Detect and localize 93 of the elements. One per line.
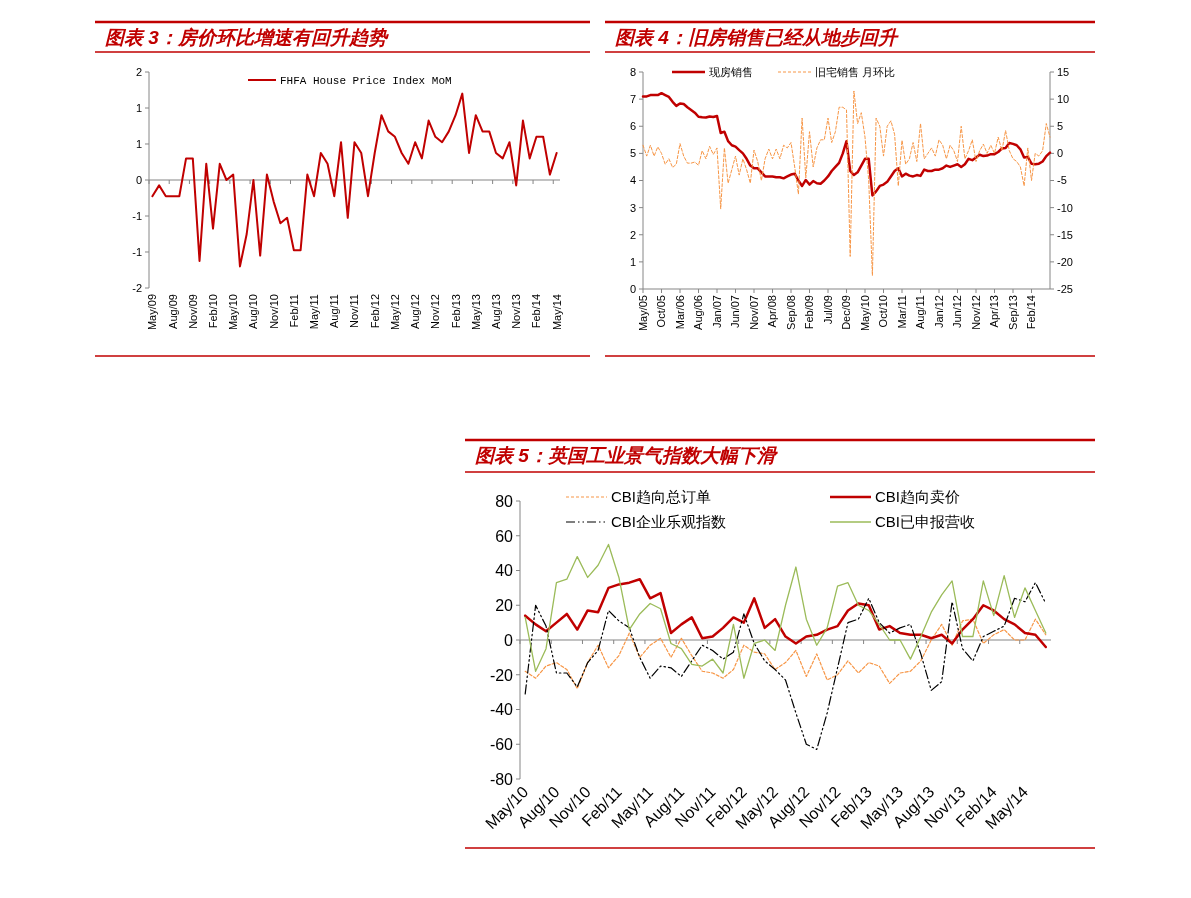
x-tick-label: Nov/09 xyxy=(186,294,199,329)
y-tick-label: 0 xyxy=(135,173,142,186)
y-tick-label: 2 xyxy=(629,228,636,241)
y-tick-label: 4 xyxy=(629,174,636,187)
x-tick-label: Feb/11 xyxy=(287,294,300,328)
y-tick-label: 7 xyxy=(629,93,636,106)
x-tick-label: May/05 xyxy=(636,295,649,332)
x-tick-label: Nov/13 xyxy=(510,294,523,329)
line-series xyxy=(524,543,1047,679)
y-tick-label: 2 xyxy=(135,65,142,78)
y-tick-label: 0 xyxy=(504,631,514,649)
x-tick-label: Oct/10 xyxy=(877,295,890,328)
x-tick-label: Feb/12 xyxy=(368,294,381,329)
x-tick-label: Dec/09 xyxy=(840,295,853,330)
y-tick-label: 1 xyxy=(135,137,142,150)
legend-label: CBI趋向总订单 xyxy=(611,488,712,506)
legend-label: 旧宅销售 月环比 xyxy=(815,65,896,78)
x-tick-label: Feb/14 xyxy=(1025,295,1038,330)
y2-tick-label: 0 xyxy=(1057,147,1064,160)
x-tick-label: May/10 xyxy=(858,295,871,332)
x-tick-label: Nov/10 xyxy=(267,294,280,329)
x-tick-label: May/12 xyxy=(388,294,401,331)
y-tick-label: -2 xyxy=(132,281,142,294)
x-tick-label: May/13 xyxy=(469,294,482,331)
legend-label: CBI企业乐观指数 xyxy=(611,513,727,531)
line-series xyxy=(524,582,1047,751)
x-tick-label: Nov/12 xyxy=(969,295,982,330)
y-tick-label: -80 xyxy=(489,770,514,788)
x-tick-label: Oct/05 xyxy=(655,295,668,328)
y2-tick-label: 10 xyxy=(1057,93,1070,106)
x-tick-label: Aug/06 xyxy=(692,295,705,330)
y-tick-label: 1 xyxy=(629,255,636,268)
chart-title: 图表 4：旧房销售已经从地步回升 xyxy=(615,27,899,48)
y-tick-label: 5 xyxy=(629,147,636,160)
chart-title: 图表 5：英国工业景气指数大幅下滑 xyxy=(475,445,778,466)
legend-label: CBI已申报营收 xyxy=(875,513,976,531)
y-tick-label: 8 xyxy=(629,65,636,78)
y-tick-label: -1 xyxy=(132,209,142,222)
y-tick-label: 1 xyxy=(135,101,142,114)
y-tick-label: 20 xyxy=(495,597,514,615)
x-tick-label: Feb/10 xyxy=(206,294,219,329)
x-tick-label: Sep/08 xyxy=(784,295,797,330)
y-tick-label: 80 xyxy=(495,492,514,510)
x-tick-label: Jun/12 xyxy=(951,295,964,329)
x-tick-label: Mar/11 xyxy=(895,295,908,329)
x-tick-label: Jun/07 xyxy=(729,295,742,329)
x-tick-label: Feb/14 xyxy=(530,294,543,329)
x-tick-label: May/11 xyxy=(308,294,321,330)
x-tick-label: May/10 xyxy=(227,294,240,331)
y2-tick-label: 15 xyxy=(1057,65,1070,78)
y2-tick-label: -25 xyxy=(1057,282,1073,295)
x-tick-label: Nov/07 xyxy=(747,295,760,330)
x-tick-label: Nov/12 xyxy=(429,294,442,329)
y2-tick-label: -10 xyxy=(1057,201,1073,214)
line-series xyxy=(642,90,1051,276)
chart-title: 图表 3：房价环比增速有回升趋势 xyxy=(105,27,389,48)
y-tick-label: -40 xyxy=(489,701,514,719)
y-tick-label: 0 xyxy=(629,282,636,295)
x-tick-label: Jul/09 xyxy=(821,295,834,325)
legend-label: 现房销售 xyxy=(709,65,753,78)
y-tick-label: -20 xyxy=(489,666,514,684)
x-tick-label: Jan/12 xyxy=(932,295,945,329)
x-tick-label: Aug/10 xyxy=(247,294,260,329)
x-tick-label: Aug/09 xyxy=(166,294,179,329)
y-tick-label: 60 xyxy=(495,527,514,545)
x-tick-label: Sep/13 xyxy=(1006,295,1019,330)
y2-tick-label: -20 xyxy=(1057,255,1073,268)
x-tick-label: Mar/06 xyxy=(673,295,686,330)
x-tick-label: Aug/13 xyxy=(489,294,502,329)
x-tick-label: Nov/11 xyxy=(348,294,361,329)
y2-tick-label: 5 xyxy=(1057,120,1064,133)
x-tick-label: Aug/11 xyxy=(328,294,341,329)
x-tick-label: Jan/07 xyxy=(710,295,723,329)
line-series xyxy=(641,91,1052,197)
y-tick-label: -60 xyxy=(489,736,514,754)
y-tick-label: 40 xyxy=(495,562,514,580)
y-tick-label: 6 xyxy=(629,120,636,133)
line-series xyxy=(523,577,1048,649)
x-tick-label: May/09 xyxy=(146,294,159,331)
y2-tick-label: -15 xyxy=(1057,228,1073,241)
x-tick-label: Feb/09 xyxy=(803,295,816,330)
y2-tick-label: -5 xyxy=(1057,174,1067,187)
y-tick-label: -1 xyxy=(132,245,142,258)
x-tick-label: Aug/11 xyxy=(914,295,927,330)
x-tick-label: Feb/13 xyxy=(449,294,462,329)
legend-label: CBI趋向卖价 xyxy=(875,488,961,506)
x-tick-label: Apr/13 xyxy=(988,295,1001,328)
legend-label: FHFA House Price Index MoM xyxy=(280,74,452,87)
x-tick-label: Apr/08 xyxy=(766,295,779,328)
line-series xyxy=(524,618,1047,690)
y-tick-label: 3 xyxy=(629,201,636,214)
x-tick-label: May/14 xyxy=(550,294,563,331)
x-tick-label: Aug/12 xyxy=(409,294,422,329)
